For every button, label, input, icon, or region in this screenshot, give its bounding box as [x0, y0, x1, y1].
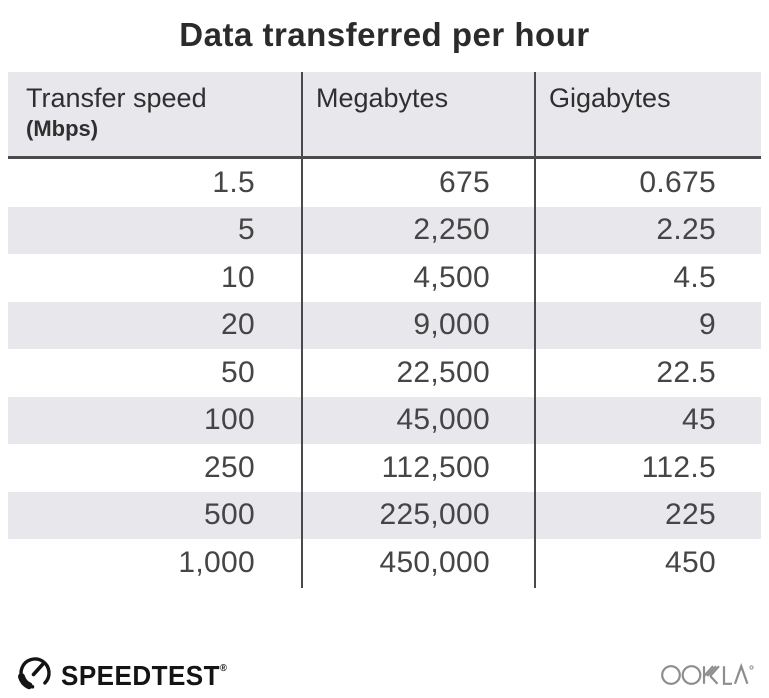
header-mbps-unit: (Mbps) — [26, 116, 99, 141]
table-row: 250 112,500 112.5 — [8, 444, 761, 492]
table-row: 20 9,000 9 — [8, 301, 761, 349]
cell-megabytes: 2,250 — [413, 213, 490, 247]
cell-megabytes: 4,500 — [413, 260, 490, 294]
ookla-logo — [661, 661, 757, 692]
cell-megabytes: 675 — [439, 165, 490, 199]
page-title: Data transferred per hour — [179, 16, 590, 53]
cell-megabytes: 112,500 — [381, 450, 490, 484]
cell-gigabytes: 4.5 — [673, 260, 716, 294]
speedtest-logo: SPEEDTEST® — [16, 654, 240, 697]
ookla-wordmark-icon — [661, 662, 757, 691]
cell-speed: 100 — [204, 403, 255, 437]
cell-speed: 500 — [204, 498, 255, 532]
header-megabytes-label: Megabytes — [316, 83, 449, 113]
cell-speed: 250 — [204, 450, 255, 484]
cell-gigabytes: 22.5 — [656, 355, 716, 389]
header-transfer-speed: Transfer speed (Mbps) — [8, 72, 302, 156]
table-row: 1,000 450,000 450 — [8, 539, 761, 587]
cell-gigabytes: 225 — [665, 498, 716, 532]
speedtest-wordmark: SPEEDTEST® — [61, 659, 228, 691]
table-header-row: Transfer speed (Mbps) Megabytes Gigabyte… — [8, 72, 761, 159]
cell-speed: 5 — [238, 213, 255, 247]
cell-megabytes: 9,000 — [413, 308, 490, 342]
cell-speed: 10 — [221, 260, 255, 294]
column-divider — [534, 72, 536, 588]
table-row: 500 225,000 225 — [8, 491, 761, 539]
data-table: Transfer speed (Mbps) Megabytes Gigabyte… — [8, 72, 761, 588]
cell-gigabytes: 45 — [682, 403, 716, 437]
cell-gigabytes: 112.5 — [641, 450, 716, 484]
table-row: 100 45,000 45 — [8, 396, 761, 444]
table-row: 1.5 675 0.675 — [8, 159, 761, 207]
header-transfer-speed-label: Transfer speed — [26, 83, 207, 113]
cell-gigabytes: 9 — [699, 308, 716, 342]
cell-megabytes: 45,000 — [396, 403, 490, 437]
gauge-icon — [16, 654, 54, 697]
header-gigabytes: Gigabytes — [535, 72, 761, 156]
cell-megabytes: 450,000 — [379, 545, 490, 579]
table-row: 10 4,500 4.5 — [8, 254, 761, 302]
cell-megabytes: 225,000 — [379, 498, 490, 532]
cell-speed: 50 — [221, 355, 255, 389]
cell-speed: 20 — [221, 308, 255, 342]
cell-gigabytes: 2.25 — [656, 213, 716, 247]
table-row: 50 22,500 22.5 — [8, 349, 761, 397]
cell-megabytes: 22,500 — [396, 355, 490, 389]
cell-gigabytes: 450 — [665, 545, 716, 579]
cell-speed: 1.5 — [212, 165, 255, 199]
column-divider — [301, 72, 303, 588]
table-row: 5 2,250 2.25 — [8, 206, 761, 254]
cell-speed: 1,000 — [178, 545, 255, 579]
cell-gigabytes: 0.675 — [639, 165, 716, 199]
header-megabytes: Megabytes — [302, 72, 535, 156]
registered-trademark: ® — [220, 662, 228, 674]
header-gigabytes-label: Gigabytes — [549, 83, 671, 113]
